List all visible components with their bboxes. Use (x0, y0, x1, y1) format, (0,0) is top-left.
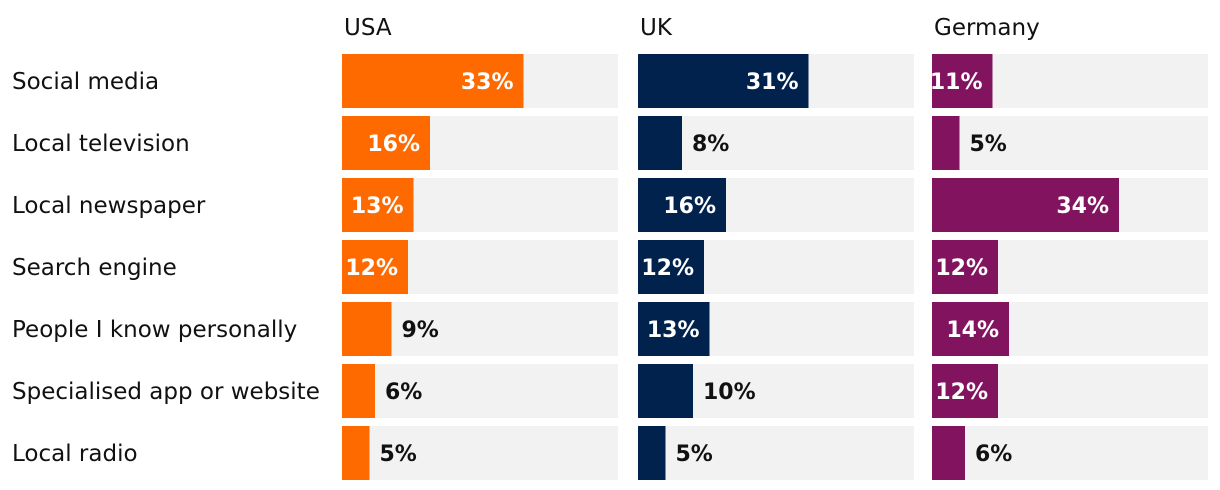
bar-track (342, 426, 618, 480)
data-label: 11% (930, 70, 983, 95)
bar (638, 364, 693, 418)
bar (638, 54, 809, 108)
data-label: 6% (975, 442, 1012, 467)
panel-header-germany: Germany (934, 15, 1040, 41)
category-label: Search engine (12, 255, 177, 281)
bar (342, 240, 408, 294)
data-label: 12% (935, 256, 988, 281)
data-label: 16% (367, 132, 420, 157)
bar (932, 240, 998, 294)
data-label: 12% (345, 256, 398, 281)
bar (932, 54, 993, 108)
bar (342, 54, 524, 108)
category-label: Local newspaper (12, 193, 206, 219)
category-label: People I know personally (12, 317, 297, 343)
category-label: Local television (12, 131, 190, 157)
bar-track (638, 426, 914, 480)
panel-header-usa: USA (344, 15, 392, 41)
bar (342, 426, 370, 480)
data-label: 13% (647, 318, 700, 343)
bar (932, 178, 1119, 232)
bar-track (932, 426, 1208, 480)
data-label: 5% (380, 442, 417, 467)
data-label: 6% (385, 380, 422, 405)
bar-track (638, 116, 914, 170)
data-label: 10% (703, 380, 756, 405)
bar (638, 116, 682, 170)
bar (932, 302, 1009, 356)
data-label: 5% (676, 442, 713, 467)
bar (638, 178, 726, 232)
bar (932, 116, 960, 170)
category-label: Social media (12, 69, 159, 95)
data-label: 14% (946, 318, 999, 343)
bar (638, 240, 704, 294)
data-label: 5% (970, 132, 1007, 157)
bar (342, 364, 375, 418)
bar (342, 116, 430, 170)
bar (932, 364, 998, 418)
bar (638, 302, 710, 356)
data-label: 12% (641, 256, 694, 281)
category-label: Specialised app or website (12, 379, 320, 405)
bar-track (342, 364, 618, 418)
data-label: 12% (935, 380, 988, 405)
bar (342, 302, 392, 356)
category-label: Local radio (12, 441, 138, 467)
bar (932, 426, 965, 480)
data-label: 33% (461, 70, 514, 95)
bar (638, 426, 666, 480)
data-label: 8% (692, 132, 729, 157)
bar (342, 178, 414, 232)
data-label: 16% (663, 194, 716, 219)
data-label: 31% (746, 70, 799, 95)
data-label: 9% (402, 318, 439, 343)
panel-header-uk: UK (640, 15, 673, 41)
bar-track (932, 116, 1208, 170)
data-label: 13% (351, 194, 404, 219)
data-label: 34% (1056, 194, 1109, 219)
